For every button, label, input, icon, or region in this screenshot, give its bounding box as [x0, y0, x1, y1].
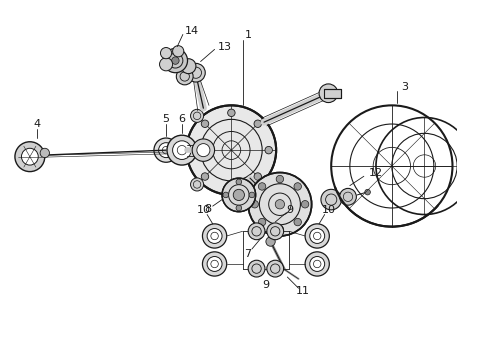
Circle shape [223, 192, 228, 198]
Circle shape [301, 201, 309, 208]
Circle shape [172, 46, 184, 57]
Circle shape [176, 68, 193, 85]
Circle shape [258, 183, 266, 190]
Circle shape [294, 183, 301, 190]
Circle shape [191, 178, 204, 191]
Circle shape [22, 148, 38, 165]
Text: 4: 4 [34, 119, 41, 129]
Circle shape [228, 109, 235, 117]
Circle shape [254, 173, 262, 180]
Circle shape [202, 252, 227, 276]
Circle shape [248, 223, 265, 240]
Text: 9: 9 [287, 205, 294, 215]
Text: 8: 8 [204, 204, 212, 214]
Circle shape [251, 201, 258, 208]
Circle shape [319, 84, 338, 103]
Text: 10: 10 [196, 205, 210, 215]
Circle shape [365, 189, 370, 195]
Circle shape [187, 63, 205, 82]
Circle shape [222, 178, 256, 212]
Text: 14: 14 [185, 26, 199, 36]
Circle shape [201, 173, 209, 180]
Text: 1: 1 [245, 30, 251, 40]
Circle shape [249, 192, 255, 198]
Text: 10: 10 [321, 205, 335, 215]
Circle shape [265, 147, 272, 154]
Circle shape [201, 120, 209, 127]
Circle shape [176, 144, 190, 157]
Circle shape [163, 49, 188, 73]
Circle shape [267, 260, 284, 277]
Circle shape [266, 237, 275, 246]
Circle shape [187, 105, 276, 195]
Text: 3: 3 [401, 82, 408, 92]
Circle shape [248, 260, 265, 277]
Circle shape [160, 58, 172, 71]
Circle shape [160, 48, 172, 59]
Text: 12: 12 [368, 168, 383, 179]
Circle shape [305, 252, 329, 276]
Circle shape [248, 172, 312, 236]
Text: 5: 5 [163, 114, 170, 124]
Circle shape [167, 135, 197, 165]
Circle shape [192, 139, 215, 161]
Bar [324, 89, 341, 98]
Circle shape [15, 142, 45, 172]
Circle shape [191, 109, 204, 122]
Text: 9: 9 [262, 280, 270, 291]
Circle shape [181, 59, 196, 74]
Circle shape [233, 189, 245, 201]
Circle shape [294, 218, 301, 226]
Text: 11: 11 [296, 286, 310, 296]
Circle shape [197, 144, 210, 157]
Circle shape [258, 218, 266, 226]
Circle shape [236, 179, 242, 185]
Circle shape [228, 184, 235, 191]
Text: 13: 13 [219, 42, 232, 51]
Circle shape [207, 229, 222, 243]
Text: 6: 6 [178, 114, 185, 124]
Circle shape [207, 257, 222, 271]
Circle shape [275, 199, 285, 209]
Circle shape [305, 224, 329, 248]
Circle shape [154, 138, 178, 162]
Circle shape [202, 224, 227, 248]
Circle shape [254, 120, 262, 127]
Circle shape [40, 148, 49, 158]
Circle shape [172, 141, 191, 159]
Circle shape [310, 257, 325, 271]
Circle shape [310, 229, 325, 243]
Circle shape [276, 226, 284, 233]
Text: 7: 7 [244, 249, 251, 259]
Circle shape [321, 189, 342, 210]
Circle shape [236, 205, 242, 211]
Circle shape [190, 147, 198, 154]
Circle shape [267, 223, 284, 240]
Circle shape [172, 57, 179, 64]
Circle shape [276, 175, 284, 183]
Circle shape [340, 188, 356, 205]
Circle shape [159, 143, 173, 158]
